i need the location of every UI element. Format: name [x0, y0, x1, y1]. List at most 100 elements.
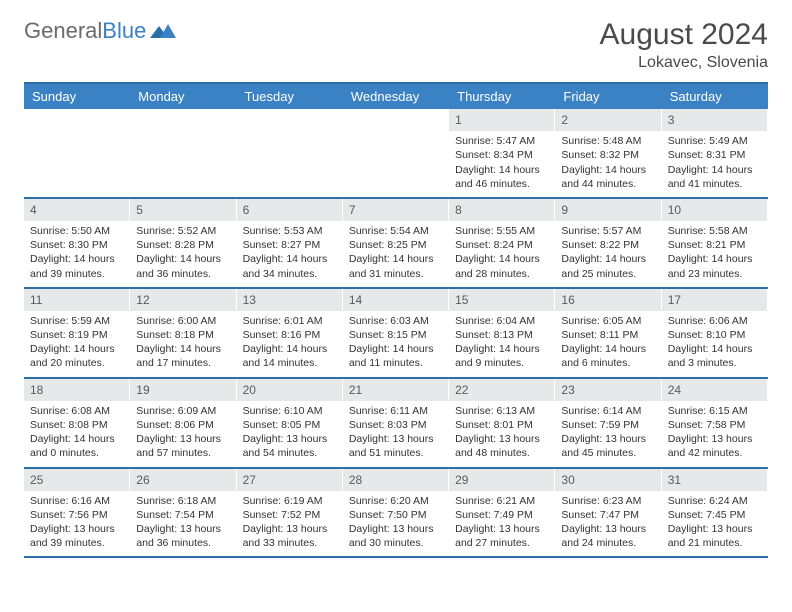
daylight-text: Daylight: 13 hours and 36 minutes. — [136, 522, 229, 550]
daylight-text: Daylight: 14 hours and 3 minutes. — [668, 342, 761, 370]
day-cell: 9Sunrise: 5:57 AMSunset: 8:22 PMDaylight… — [555, 199, 661, 287]
day-number: 14 — [343, 289, 448, 311]
daylight-text: Daylight: 14 hours and 14 minutes. — [243, 342, 336, 370]
sunset-text: Sunset: 7:56 PM — [30, 508, 123, 522]
sunset-text: Sunset: 8:24 PM — [455, 238, 548, 252]
daylight-text: Daylight: 14 hours and 39 minutes. — [30, 252, 123, 280]
week-row: 1 Sunrise: 5:47 AMSunset: 8:34 PMDaylight… — [24, 109, 768, 199]
day-cell: 15Sunrise: 6:04 AMSunset: 8:13 PMDayligh… — [449, 289, 555, 377]
day-number: 27 — [237, 469, 342, 491]
day-cell — [237, 109, 343, 197]
day-cell: 6 Sunrise: 5:53 AMSunset: 8:27 PMDaylight… — [237, 199, 343, 287]
sunrise-text: Sunrise: 6:20 AM — [349, 494, 442, 508]
day-cell: 22Sunrise: 6:13 AMSunset: 8:01 PMDayligh… — [449, 379, 555, 467]
week-row: 25Sunrise: 6:16 AMSunset: 7:56 PMDayligh… — [24, 469, 768, 559]
day-number: 23 — [555, 379, 660, 401]
sunset-text: Sunset: 8:22 PM — [561, 238, 654, 252]
sunset-text: Sunset: 8:34 PM — [455, 148, 548, 162]
sunrise-text: Sunrise: 5:58 AM — [668, 224, 761, 238]
day-number: 24 — [662, 379, 767, 401]
day-cell: 7Sunrise: 5:54 AMSunset: 8:25 PMDaylight… — [343, 199, 449, 287]
sunrise-text: Sunrise: 5:50 AM — [30, 224, 123, 238]
day-number: 30 — [555, 469, 660, 491]
dow-monday: Monday — [130, 84, 236, 109]
sunset-text: Sunset: 8:10 PM — [668, 328, 761, 342]
day-number: 16 — [555, 289, 660, 311]
sunrise-text: Sunrise: 6:24 AM — [668, 494, 761, 508]
day-number: 9 — [555, 199, 660, 221]
day-number: 29 — [449, 469, 554, 491]
day-cell: 12Sunrise: 6:00 AMSunset: 8:18 PMDayligh… — [130, 289, 236, 377]
sunset-text: Sunset: 8:25 PM — [349, 238, 442, 252]
sunrise-text: Sunrise: 5:53 AM — [243, 224, 336, 238]
day-cell: 11Sunrise: 5:59 AMSunset: 8:19 PMDayligh… — [24, 289, 130, 377]
day-number: 26 — [130, 469, 235, 491]
day-number: 10 — [662, 199, 767, 221]
day-cell — [130, 109, 236, 197]
day-number: 1 — [449, 109, 554, 131]
day-cell: 25Sunrise: 6:16 AMSunset: 7:56 PMDayligh… — [24, 469, 130, 557]
sunset-text: Sunset: 8:05 PM — [243, 418, 336, 432]
day-cell — [343, 109, 449, 197]
daylight-text: Daylight: 14 hours and 46 minutes. — [455, 163, 548, 191]
week-row: 11Sunrise: 5:59 AMSunset: 8:19 PMDayligh… — [24, 289, 768, 379]
sunrise-text: Sunrise: 6:03 AM — [349, 314, 442, 328]
week-row: 18Sunrise: 6:08 AMSunset: 8:08 PMDayligh… — [24, 379, 768, 469]
day-number: 28 — [343, 469, 448, 491]
sunset-text: Sunset: 7:45 PM — [668, 508, 761, 522]
day-cell: 5Sunrise: 5:52 AMSunset: 8:28 PMDaylight… — [130, 199, 236, 287]
daylight-text: Daylight: 13 hours and 48 minutes. — [455, 432, 548, 460]
day-cell: 13Sunrise: 6:01 AMSunset: 8:16 PMDayligh… — [237, 289, 343, 377]
sunset-text: Sunset: 8:19 PM — [30, 328, 123, 342]
sunrise-text: Sunrise: 6:15 AM — [668, 404, 761, 418]
location-text: Lokavec, Slovenia — [600, 54, 768, 72]
day-cell: 24 Sunrise: 6:15 AMSunset: 7:58 PMDayligh… — [662, 379, 768, 467]
sunrise-text: Sunrise: 5:59 AM — [30, 314, 123, 328]
daylight-text: Daylight: 13 hours and 42 minutes. — [668, 432, 761, 460]
sunset-text: Sunset: 8:15 PM — [349, 328, 442, 342]
dow-sunday: Sunday — [24, 84, 130, 109]
daylight-text: Daylight: 13 hours and 51 minutes. — [349, 432, 442, 460]
day-number: 22 — [449, 379, 554, 401]
sunrise-text: Sunrise: 5:55 AM — [455, 224, 548, 238]
sunset-text: Sunset: 8:31 PM — [668, 148, 761, 162]
day-number: 6 — [237, 199, 342, 221]
daylight-text: Daylight: 13 hours and 57 minutes. — [136, 432, 229, 460]
dow-saturday: Saturday — [662, 84, 768, 109]
sunrise-text: Sunrise: 6:14 AM — [561, 404, 654, 418]
day-cell — [24, 109, 130, 197]
day-cell: 21Sunrise: 6:11 AMSunset: 8:03 PMDayligh… — [343, 379, 449, 467]
sunrise-text: Sunrise: 6:04 AM — [455, 314, 548, 328]
day-cell: 2Sunrise: 5:48 AMSunset: 8:32 PMDaylight… — [555, 109, 661, 197]
day-cell: 14Sunrise: 6:03 AMSunset: 8:15 PMDayligh… — [343, 289, 449, 377]
day-of-week-row: Sunday Monday Tuesday Wednesday Thursday… — [24, 84, 768, 109]
day-cell: 3Sunrise: 5:49 AMSunset: 8:31 PMDaylight… — [662, 109, 768, 197]
daylight-text: Daylight: 14 hours and 28 minutes. — [455, 252, 548, 280]
day-number: 31 — [662, 469, 767, 491]
sunrise-text: Sunrise: 5:47 AM — [455, 134, 548, 148]
daylight-text: Daylight: 14 hours and 17 minutes. — [136, 342, 229, 370]
sunset-text: Sunset: 8:30 PM — [30, 238, 123, 252]
sunset-text: Sunset: 8:08 PM — [30, 418, 123, 432]
sunset-text: Sunset: 8:13 PM — [455, 328, 548, 342]
sunrise-text: Sunrise: 5:49 AM — [668, 134, 761, 148]
sunrise-text: Sunrise: 6:00 AM — [136, 314, 229, 328]
daylight-text: Daylight: 14 hours and 23 minutes. — [668, 252, 761, 280]
sunset-text: Sunset: 8:21 PM — [668, 238, 761, 252]
sunrise-text: Sunrise: 5:48 AM — [561, 134, 654, 148]
sunrise-text: Sunrise: 6:11 AM — [349, 404, 442, 418]
sunset-text: Sunset: 8:03 PM — [349, 418, 442, 432]
day-cell: 18Sunrise: 6:08 AMSunset: 8:08 PMDayligh… — [24, 379, 130, 467]
daylight-text: Daylight: 13 hours and 45 minutes. — [561, 432, 654, 460]
week-row: 4Sunrise: 5:50 AMSunset: 8:30 PMDaylight… — [24, 199, 768, 289]
daylight-text: Daylight: 14 hours and 34 minutes. — [243, 252, 336, 280]
day-cell: 19Sunrise: 6:09 AMSunset: 8:06 PMDayligh… — [130, 379, 236, 467]
dow-friday: Friday — [555, 84, 661, 109]
sunrise-text: Sunrise: 6:21 AM — [455, 494, 548, 508]
daylight-text: Daylight: 14 hours and 20 minutes. — [30, 342, 123, 370]
daylight-text: Daylight: 14 hours and 36 minutes. — [136, 252, 229, 280]
day-number: 5 — [130, 199, 235, 221]
sunset-text: Sunset: 7:58 PM — [668, 418, 761, 432]
sunrise-text: Sunrise: 6:18 AM — [136, 494, 229, 508]
sunset-text: Sunset: 8:27 PM — [243, 238, 336, 252]
